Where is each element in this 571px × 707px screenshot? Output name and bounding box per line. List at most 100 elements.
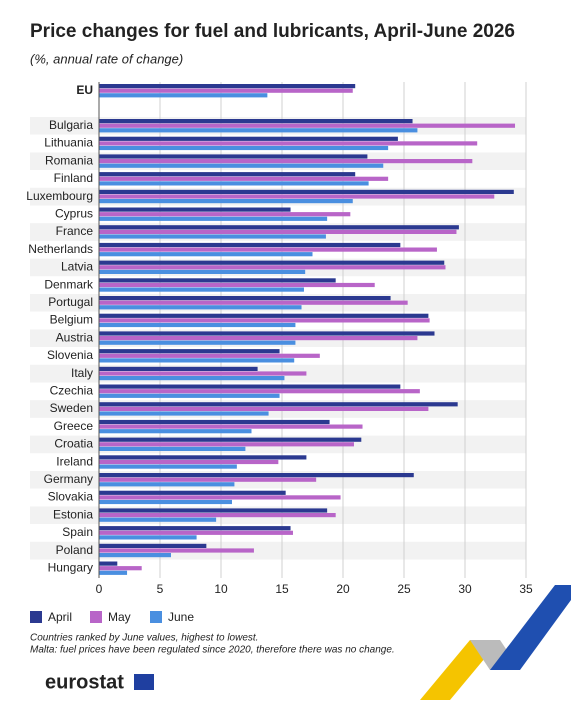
bar bbox=[99, 446, 246, 451]
bar bbox=[99, 154, 368, 159]
bar bbox=[99, 242, 401, 248]
bar bbox=[99, 93, 268, 98]
legend-swatch bbox=[150, 611, 162, 623]
bar bbox=[99, 473, 414, 478]
bar bbox=[99, 119, 413, 124]
bar bbox=[99, 225, 459, 230]
bar bbox=[99, 296, 391, 301]
bar bbox=[99, 313, 429, 318]
bar bbox=[99, 429, 252, 434]
bar bbox=[99, 406, 429, 411]
y-tick-label: Luxembourg bbox=[26, 189, 93, 203]
bar bbox=[99, 252, 313, 257]
y-tick-label: Austria bbox=[56, 330, 94, 344]
bar bbox=[99, 172, 356, 177]
y-tick-label: France bbox=[56, 224, 94, 238]
bar bbox=[99, 265, 446, 270]
bar bbox=[99, 212, 351, 217]
bar bbox=[99, 553, 171, 558]
chart-title: Price changes for fuel and lubricants, A… bbox=[30, 21, 515, 42]
x-tick-label: 0 bbox=[96, 582, 103, 596]
y-tick-label: EU bbox=[76, 83, 93, 97]
bar bbox=[99, 145, 389, 151]
bar bbox=[99, 442, 354, 447]
bar bbox=[99, 353, 320, 358]
bar bbox=[99, 570, 128, 575]
bar bbox=[99, 260, 445, 265]
bar bbox=[99, 194, 495, 199]
bar bbox=[99, 535, 197, 540]
bar bbox=[99, 366, 258, 371]
bar bbox=[99, 482, 235, 487]
x-tick-label: 20 bbox=[336, 582, 350, 596]
bar bbox=[99, 88, 353, 93]
bar bbox=[99, 495, 341, 500]
bar bbox=[99, 561, 118, 566]
legend-label: April bbox=[48, 610, 72, 624]
bar bbox=[99, 141, 478, 146]
bar bbox=[99, 234, 326, 239]
bar bbox=[99, 393, 280, 398]
bar bbox=[99, 216, 328, 221]
note: Countries ranked by June values, highest… bbox=[30, 633, 258, 644]
bar bbox=[99, 305, 302, 310]
bar bbox=[99, 477, 317, 482]
bar bbox=[99, 526, 291, 531]
bar bbox=[99, 490, 286, 495]
legend-swatch bbox=[90, 611, 102, 623]
x-tick-label: 35 bbox=[519, 582, 533, 596]
y-tick-label: Ireland bbox=[56, 454, 93, 468]
bar bbox=[99, 340, 296, 345]
bar bbox=[99, 247, 437, 252]
decoration bbox=[420, 585, 571, 700]
bar bbox=[99, 123, 516, 128]
bar bbox=[99, 508, 328, 513]
bar bbox=[99, 419, 330, 425]
bar bbox=[99, 376, 285, 381]
bar bbox=[99, 287, 304, 292]
y-tick-label: Croatia bbox=[54, 437, 93, 451]
chart-subtitle: (%, annual rate of change) bbox=[30, 51, 183, 66]
bar bbox=[99, 282, 375, 288]
bar bbox=[99, 411, 269, 416]
x-tick-label: 5 bbox=[157, 582, 164, 596]
y-tick-label: Estonia bbox=[53, 507, 93, 521]
row-band bbox=[30, 559, 526, 578]
bar bbox=[99, 424, 363, 429]
bar bbox=[99, 269, 306, 274]
bar bbox=[99, 402, 458, 407]
bar bbox=[99, 548, 254, 553]
y-tick-label: Spain bbox=[62, 525, 93, 539]
bar bbox=[99, 455, 307, 460]
y-tick-label: Romania bbox=[45, 153, 93, 167]
y-tick-label: Cyprus bbox=[55, 207, 93, 221]
y-tick-label: Greece bbox=[54, 419, 94, 433]
bar bbox=[99, 176, 389, 181]
bar bbox=[99, 336, 418, 341]
bar bbox=[99, 349, 280, 354]
y-tick-label: Germany bbox=[44, 472, 93, 486]
bar bbox=[99, 318, 430, 323]
logo-flag bbox=[134, 674, 154, 690]
bar bbox=[99, 384, 401, 389]
y-tick-label: Slovakia bbox=[48, 490, 94, 504]
x-tick-label: 10 bbox=[214, 582, 228, 596]
y-tick-label: Denmark bbox=[44, 277, 94, 291]
x-tick-label: 25 bbox=[397, 582, 411, 596]
bar bbox=[99, 389, 420, 394]
bar bbox=[99, 358, 295, 363]
bar bbox=[99, 371, 307, 376]
note: Malta: fuel prices have been regulated s… bbox=[30, 645, 395, 656]
bar bbox=[99, 513, 336, 518]
bar bbox=[99, 84, 356, 89]
x-tick-label: 15 bbox=[275, 582, 289, 596]
y-tick-label: Netherlands bbox=[28, 242, 93, 256]
y-tick-label: Latvia bbox=[61, 260, 93, 274]
bar bbox=[99, 459, 279, 465]
bar bbox=[99, 331, 435, 336]
y-tick-label: Hungary bbox=[48, 561, 93, 575]
y-tick-label: Lithuania bbox=[44, 136, 93, 150]
y-tick-label: Belgium bbox=[50, 313, 93, 327]
bar bbox=[99, 181, 369, 186]
